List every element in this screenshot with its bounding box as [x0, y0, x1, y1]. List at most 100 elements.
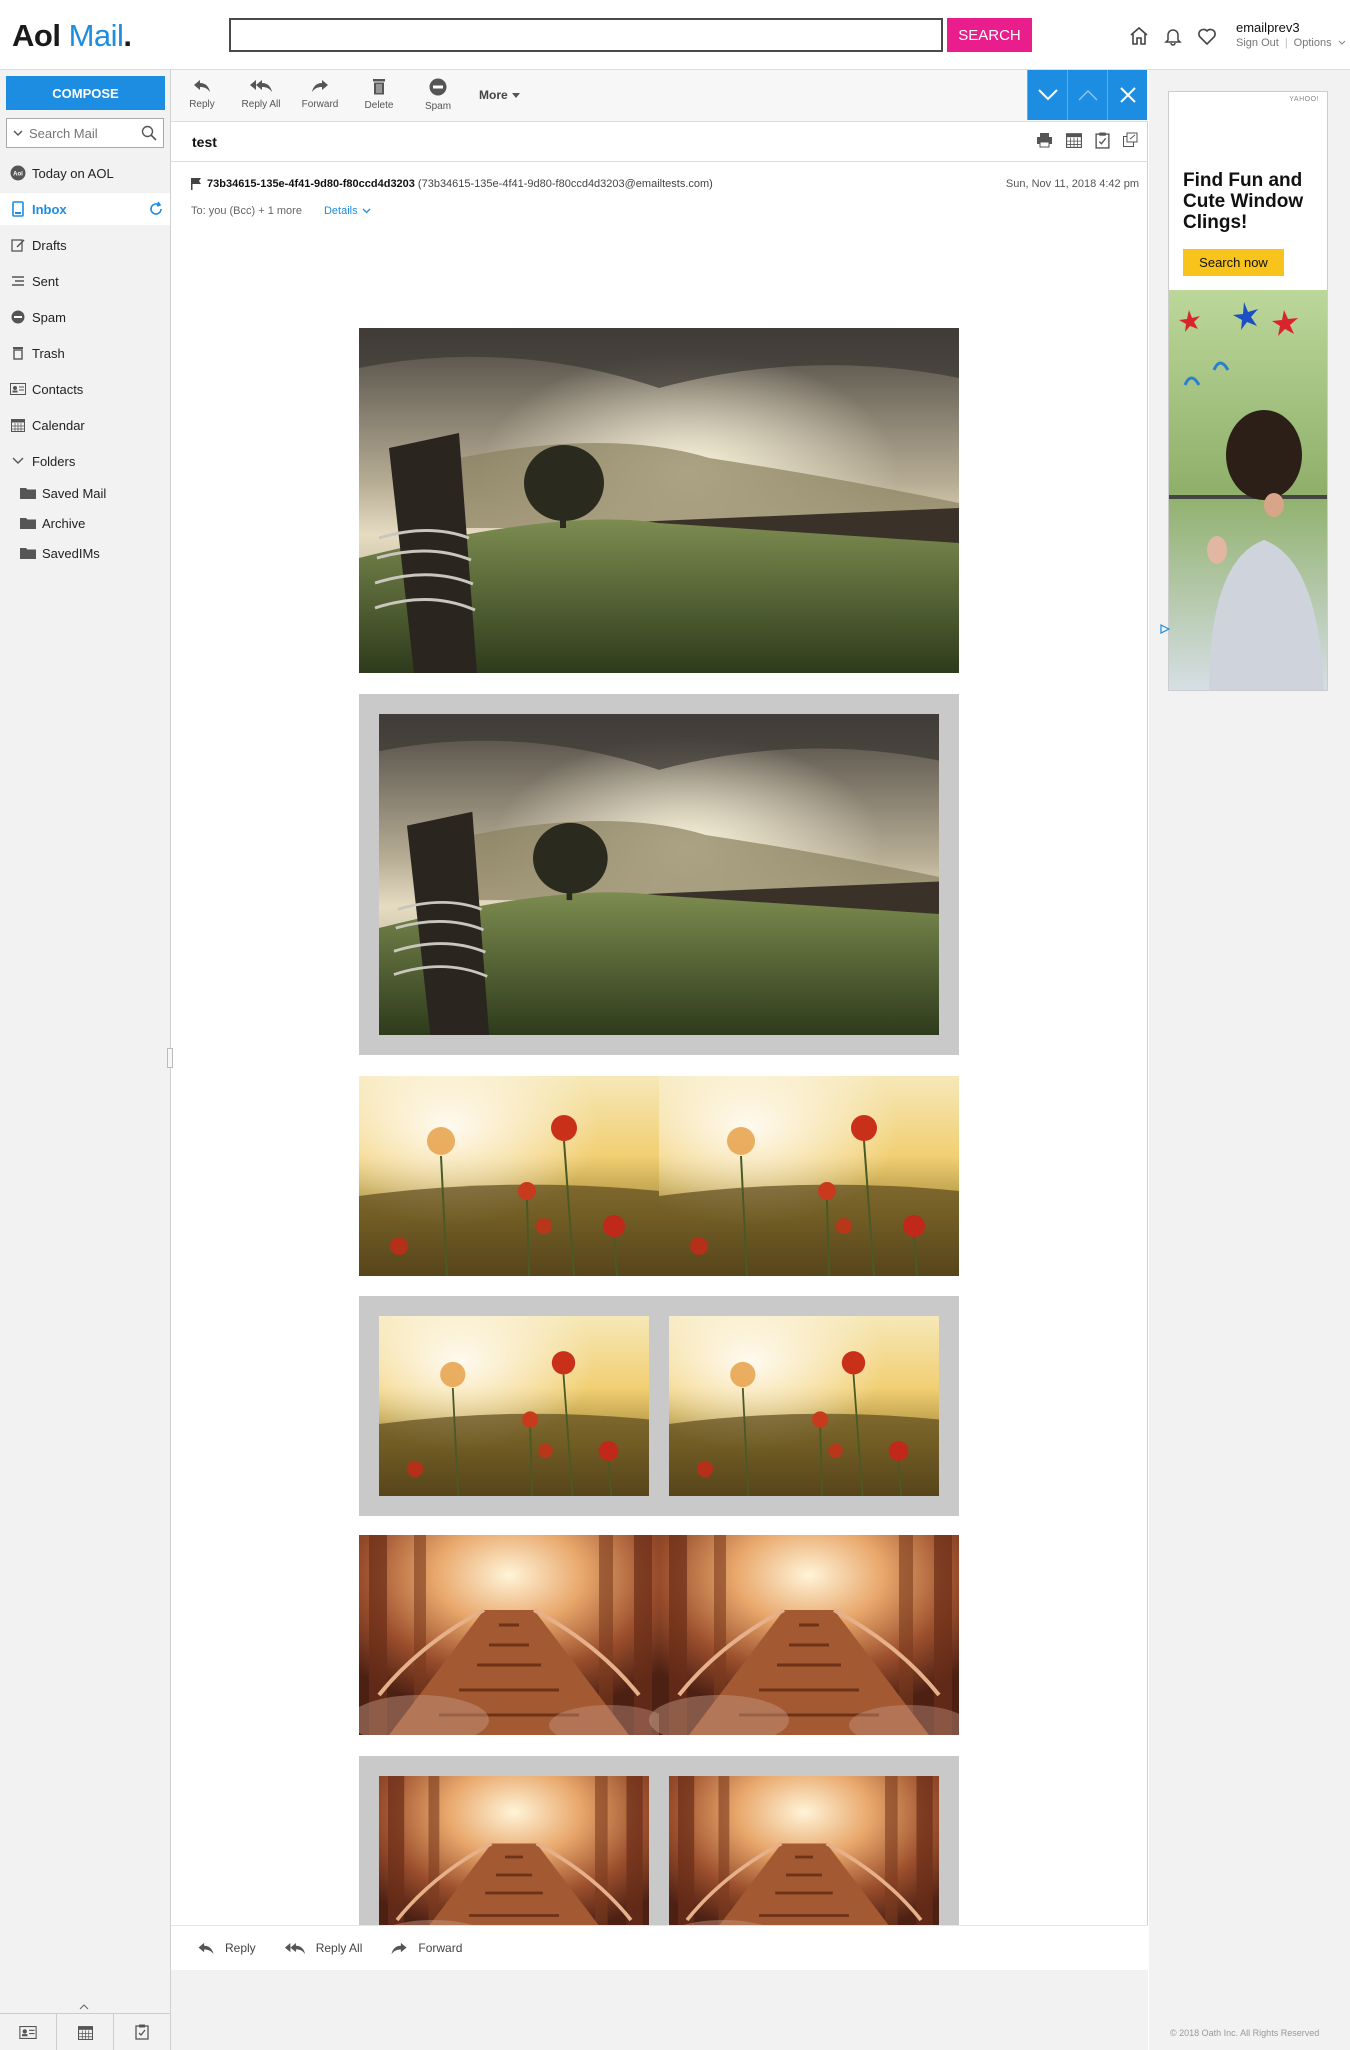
bell-icon[interactable] [1162, 25, 1184, 47]
spam-icon [10, 309, 26, 325]
resize-handle[interactable] [167, 1048, 173, 1068]
search-mail-input[interactable] [29, 125, 129, 141]
reply-all-button[interactable]: Reply All [233, 74, 289, 118]
recipients-row: To: you (Bcc) + 1 more Details [191, 205, 371, 217]
forward-button[interactable]: Forward [292, 74, 348, 118]
copyright: © 2018 Oath Inc. All Rights Reserved [1170, 2028, 1320, 2038]
tasks-icon [135, 2024, 149, 2040]
pop-out-icon[interactable] [1123, 132, 1138, 149]
calendar-shortcut[interactable] [57, 2014, 114, 2050]
close-message-button[interactable] [1107, 70, 1147, 120]
add-to-calendar-icon[interactable] [1066, 132, 1082, 149]
previous-message-button[interactable] [1067, 70, 1107, 120]
poppies-image [359, 1076, 959, 1276]
trash-icon [373, 79, 385, 95]
chevron-down-icon[interactable] [10, 453, 26, 469]
reply-label: Reply [225, 1941, 256, 1955]
close-icon [1119, 87, 1136, 103]
sidebar-item-today-on-aol[interactable]: Aol Today on AOL [0, 157, 170, 189]
sent-icon [10, 273, 26, 289]
reply-label: Reply [189, 99, 215, 110]
sign-out-link[interactable]: Sign Out [1236, 37, 1279, 49]
bottom-forward-button[interactable]: Forward [390, 1941, 462, 1956]
message-toolbar: Reply Reply All Forward Delete Spam More [171, 70, 1148, 122]
options-link[interactable]: Options [1293, 37, 1332, 49]
forward-icon [312, 80, 328, 92]
aol-mail-logo[interactable]: Aol Mail. [12, 18, 132, 54]
logo-aol-text: Aol [12, 18, 61, 53]
sidebar-item-inbox[interactable]: Inbox [0, 193, 170, 225]
add-task-icon[interactable] [1095, 132, 1110, 149]
search-icon[interactable] [141, 125, 157, 141]
flag-icon[interactable] [191, 178, 201, 190]
search-mail-box[interactable] [6, 118, 164, 148]
print-icon[interactable] [1036, 132, 1053, 149]
bottom-reply-all-button[interactable]: Reply All [284, 1941, 363, 1956]
poppies-image-left [379, 1316, 649, 1496]
sidebar-item-trash[interactable]: Trash [0, 337, 170, 369]
aol-icon: Aol [10, 165, 26, 181]
contacts-icon [19, 2025, 37, 2039]
ad-search-now-button[interactable]: Search now [1183, 249, 1284, 276]
reply-all-icon [284, 1942, 305, 1954]
chevron-down-icon[interactable] [13, 130, 23, 137]
email-image-landscape [359, 328, 959, 673]
folder-icon [20, 546, 36, 560]
contacts-shortcut[interactable] [0, 2014, 57, 2050]
reply-button[interactable]: Reply [174, 74, 230, 118]
sidebar-item-calendar[interactable]: Calendar [0, 409, 170, 441]
sender-name[interactable]: 73b34615-135e-4f41-9d80-f80ccd4d3203 [207, 178, 415, 190]
calendar-icon [10, 417, 26, 433]
refresh-icon[interactable] [148, 201, 164, 217]
forward-label: Forward [301, 99, 339, 110]
folder-savedims[interactable]: SavedIMs [20, 540, 100, 566]
landscape-fence-image [359, 328, 959, 673]
compose-button[interactable]: COMPOSE [6, 76, 165, 110]
email-image-bridge [359, 1535, 959, 1735]
chevron-down-icon [1037, 89, 1058, 101]
landscape-fence-image [379, 714, 939, 1035]
bottom-reply-button[interactable]: Reply [197, 1941, 256, 1956]
sidebar-item-contacts[interactable]: Contacts [0, 373, 170, 405]
adchoices-icon[interactable] [1160, 624, 1170, 634]
sidebar-item-label: Calendar [32, 417, 85, 433]
email-image-landscape-framed [359, 694, 959, 1055]
folder-saved-mail[interactable]: Saved Mail [20, 480, 106, 506]
sidebar-bottom-bar [0, 2013, 170, 2050]
chevron-down-icon[interactable] [1338, 40, 1346, 46]
spam-button[interactable]: Spam [410, 74, 466, 118]
heart-icon[interactable] [1196, 25, 1218, 47]
search-button[interactable]: SEARCH [947, 18, 1032, 52]
web-search-input[interactable] [229, 18, 943, 52]
folder-label: Archive [42, 515, 86, 531]
ad-image [1169, 290, 1327, 690]
forward-label: Forward [418, 1941, 463, 1955]
sidebar-item-drafts[interactable]: Drafts [0, 229, 170, 261]
message-subject: test [192, 134, 217, 150]
username[interactable]: emailprev3 [1236, 20, 1300, 35]
sender-row: 73b34615-135e-4f41-9d80-f80ccd4d3203 (73… [191, 178, 713, 190]
reply-all-icon [250, 80, 272, 92]
message-footer-area [171, 1970, 1148, 2050]
folder-archive[interactable]: Archive [20, 510, 85, 536]
poppies-image-right [669, 1316, 939, 1496]
advertisement[interactable]: YAHOO! Find Fun and Cute Window Clings! … [1168, 91, 1328, 691]
delete-button[interactable]: Delete [351, 74, 407, 118]
next-message-button[interactable] [1027, 70, 1067, 120]
chevron-up-icon[interactable] [79, 2004, 89, 2010]
bottom-actions: Reply Reply All Forward [171, 1925, 1148, 1970]
more-menu[interactable]: More [479, 88, 520, 102]
separator: | [1284, 37, 1288, 49]
sidebar-item-folders[interactable]: Folders [0, 445, 170, 477]
home-icon[interactable] [1128, 25, 1150, 47]
sidebar-item-spam[interactable]: Spam [0, 301, 170, 333]
sidebar-item-sent[interactable]: Sent [0, 265, 170, 297]
reply-all-label: Reply All [315, 1941, 363, 1955]
sidebar-item-label: Trash [32, 345, 65, 361]
email-image-poppies [359, 1076, 959, 1276]
sender-email: (73b34615-135e-4f41-9d80-f80ccd4d3203@em… [417, 178, 713, 190]
tasks-shortcut[interactable] [114, 2014, 170, 2050]
details-toggle[interactable]: Details [324, 205, 371, 217]
sidebar-item-label: Drafts [32, 237, 67, 253]
sidebar: COMPOSE Aol Today on AOL Inbox Drafts Se… [0, 70, 171, 2050]
